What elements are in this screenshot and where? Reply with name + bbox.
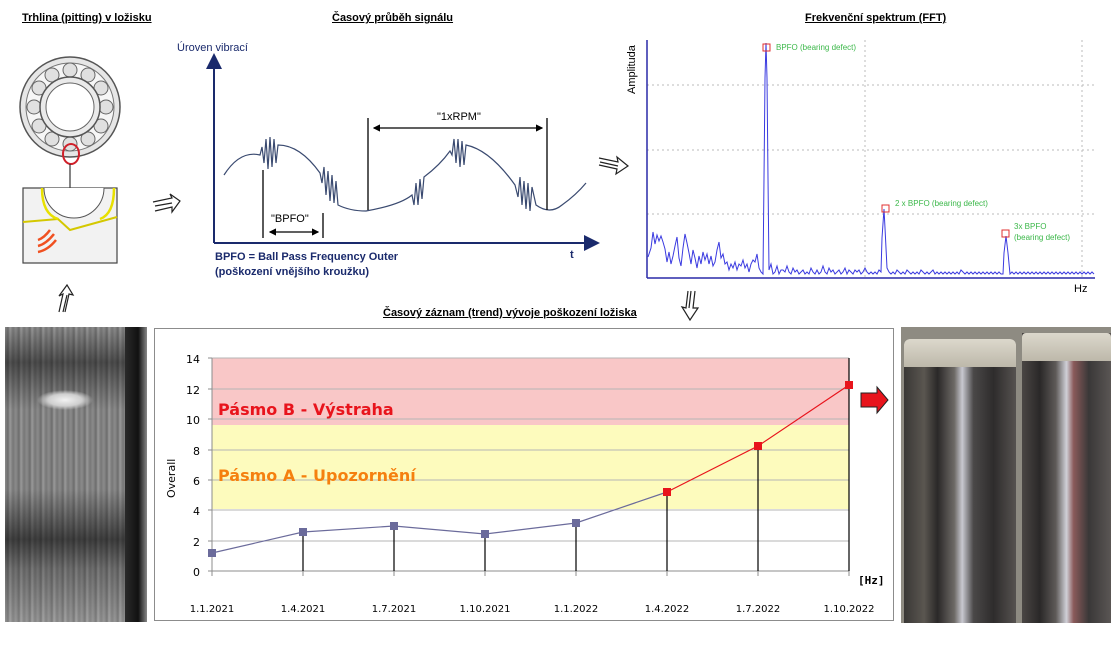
zone-b-band — [212, 358, 849, 425]
arrow-right-icon-2 — [598, 155, 630, 176]
trend-title: Časový záznam (trend) vývoje poškození l… — [383, 307, 637, 319]
bpfo-legend-line1: BPFO = Ball Pass Frequency Outer — [215, 251, 399, 263]
time-signal-xlabel: t — [570, 249, 574, 261]
svg-text:6: 6 — [193, 475, 200, 488]
svg-text:1.1.2021: 1.1.2021 — [190, 604, 235, 615]
svg-text:14: 14 — [186, 353, 200, 366]
svg-text:1.4.2022: 1.4.2022 — [645, 604, 690, 615]
fft-chart: BPFO (bearing defect) 2 x BPFO (bearing … — [646, 40, 1095, 279]
arrow-right-icon-1 — [152, 193, 181, 214]
fft-title: Frekvenční spektrum (FFT) — [805, 12, 947, 24]
bpfo-annotation: "BPFO" — [271, 213, 309, 225]
fft-ylabel: Amplituda — [626, 45, 638, 94]
svg-text:4: 4 — [193, 505, 200, 518]
svg-text:0: 0 — [193, 566, 200, 579]
time-signal-ylabel: Úroven vibrací — [177, 42, 248, 54]
pitting-photo — [5, 327, 147, 622]
svg-text:1.10.2021: 1.10.2021 — [460, 604, 511, 615]
svg-text:1.4.2021: 1.4.2021 — [281, 604, 326, 615]
bearing-panel-title: Trhlina (pitting) v ložisku — [22, 12, 152, 24]
svg-text:10: 10 — [186, 414, 200, 427]
svg-text:1.1.2022: 1.1.2022 — [554, 604, 599, 615]
svg-text:2: 2 — [193, 536, 200, 549]
red-arrow-icon — [860, 385, 889, 415]
svg-text:1.7.2022: 1.7.2022 — [736, 604, 781, 615]
zone-a-band — [212, 425, 849, 509]
trend-xunit: [Hz] — [858, 574, 885, 587]
trend-chart: 14 12 10 8 6 4 2 0 1.1.2021 1.4.2021 1.7.2021 1… — [165, 353, 885, 615]
zone-b-label: Pásmo B - Výstraha — [218, 400, 394, 419]
rpm-annotation: "1xRPM" — [437, 111, 481, 123]
bpfo-legend-line2: (poškození vnějšího kroužku) — [215, 266, 370, 278]
bearing-illustration — [19, 56, 121, 264]
time-signal-chart — [206, 53, 600, 251]
arrow-up-icon — [58, 283, 75, 313]
svg-text:1.7.2021: 1.7.2021 — [372, 604, 417, 615]
time-signal-title: Časový průběh signálu — [332, 12, 454, 24]
trend-ylabel: Overall — [165, 459, 178, 498]
fft-peak1-label: BPFO (bearing defect) — [776, 43, 856, 52]
fft-peak2-label: 2 x BPFO (bearing defect) — [895, 199, 988, 208]
svg-text:1.10.2022: 1.10.2022 — [824, 604, 875, 615]
fft-peak3-label-1: 3x BPFO — [1014, 222, 1046, 231]
zone-a-label: Pásmo A - Upozornění — [218, 466, 417, 485]
damaged-bearing-photo — [901, 327, 1111, 623]
fft-peak3-label-2: (bearing defect) — [1014, 233, 1070, 242]
arrow-down-icon — [680, 290, 700, 322]
svg-text:12: 12 — [186, 384, 200, 397]
svg-text:8: 8 — [193, 445, 200, 458]
fft-xlabel: Hz — [1074, 283, 1088, 295]
